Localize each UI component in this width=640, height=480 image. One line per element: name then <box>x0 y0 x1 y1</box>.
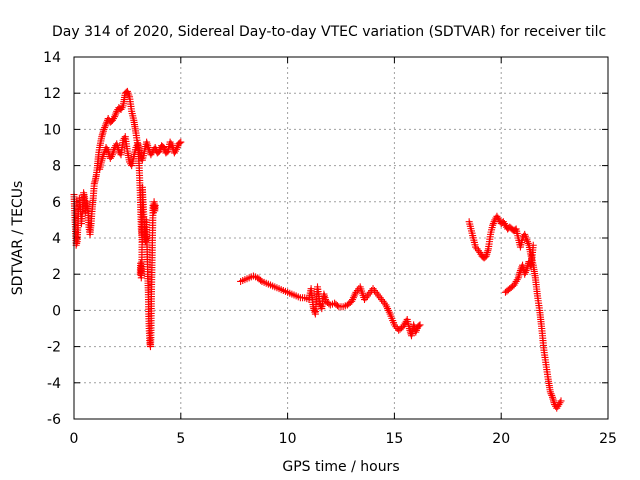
y-tick-label: 8 <box>52 159 61 175</box>
y-tick-label: 6 <box>52 195 61 211</box>
data-point <box>176 139 184 147</box>
series-mid-segment <box>237 272 424 340</box>
y-tick-label: 0 <box>52 303 61 319</box>
series-late-segment <box>465 212 565 412</box>
x-tick-label: 15 <box>385 431 403 447</box>
data-point <box>163 148 171 156</box>
data-point <box>415 322 423 330</box>
y-tick-label: 12 <box>43 86 61 102</box>
axis-ticks: 0 5 10 15 20 25 -6 -4 -2 0 2 4 6 8 10 12 14 <box>43 50 617 447</box>
x-axis-label: GPS time / hours <box>282 459 399 475</box>
y-tick-label: 14 <box>43 50 61 66</box>
y-tick-label: -6 <box>47 412 61 428</box>
data-point <box>257 276 265 284</box>
series-early-lower-band <box>96 133 185 173</box>
grid <box>74 57 608 419</box>
y-tick-label: 2 <box>52 267 61 283</box>
data-point <box>511 226 519 234</box>
data-point <box>177 138 185 146</box>
plot-frame <box>73 56 609 420</box>
series-early-segment <box>70 87 146 249</box>
data-point <box>548 391 556 399</box>
x-tick-label: 20 <box>492 431 510 447</box>
data-point <box>529 241 537 249</box>
series-dropout-spikes <box>136 183 159 351</box>
chart-title: Day 314 of 2020, Sidereal Day-to-day VTE… <box>52 24 606 40</box>
x-tick-label: 0 <box>70 431 79 447</box>
y-tick-label: 4 <box>52 231 61 247</box>
data-point <box>557 397 565 405</box>
data-point <box>151 201 159 209</box>
data-points <box>70 87 565 412</box>
x-tick-label: 5 <box>176 431 185 447</box>
y-tick-label: -2 <box>47 340 61 356</box>
data-point <box>416 321 424 329</box>
y-tick-label: -4 <box>47 376 61 392</box>
x-tick-label: 25 <box>599 431 617 447</box>
data-point <box>333 302 341 310</box>
series-late-branch <box>501 241 537 296</box>
y-axis-label: SDTVAR / TECUs <box>10 181 26 296</box>
y-tick-label: 10 <box>43 122 61 138</box>
x-tick-label: 10 <box>279 431 297 447</box>
